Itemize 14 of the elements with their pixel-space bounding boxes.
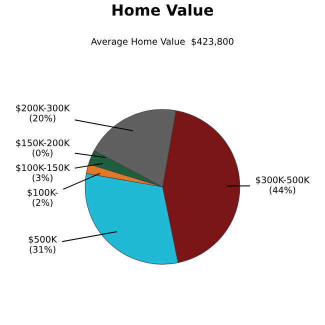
data-label: (3%)	[32, 174, 52, 182]
category-label: $150K-200K	[16, 139, 70, 148]
slice-label: $200K-300K	[16, 104, 70, 113]
slice-label: $500K	[28, 236, 58, 244]
data-label: (20%)	[30, 114, 56, 123]
data-label: (31%)	[30, 246, 56, 254]
slice-label: $300K-500K	[256, 176, 310, 185]
slice-label: $100K-150K	[16, 164, 70, 172]
slice-label: $100K-	[28, 188, 58, 198]
data-label: (44%)	[270, 186, 296, 194]
chart-subtitle: Average Home Value $423,800	[91, 38, 234, 47]
chart-title: Home Value	[112, 4, 214, 16]
text: (0%)	[32, 149, 52, 158]
data-label: (2%)	[32, 198, 52, 207]
